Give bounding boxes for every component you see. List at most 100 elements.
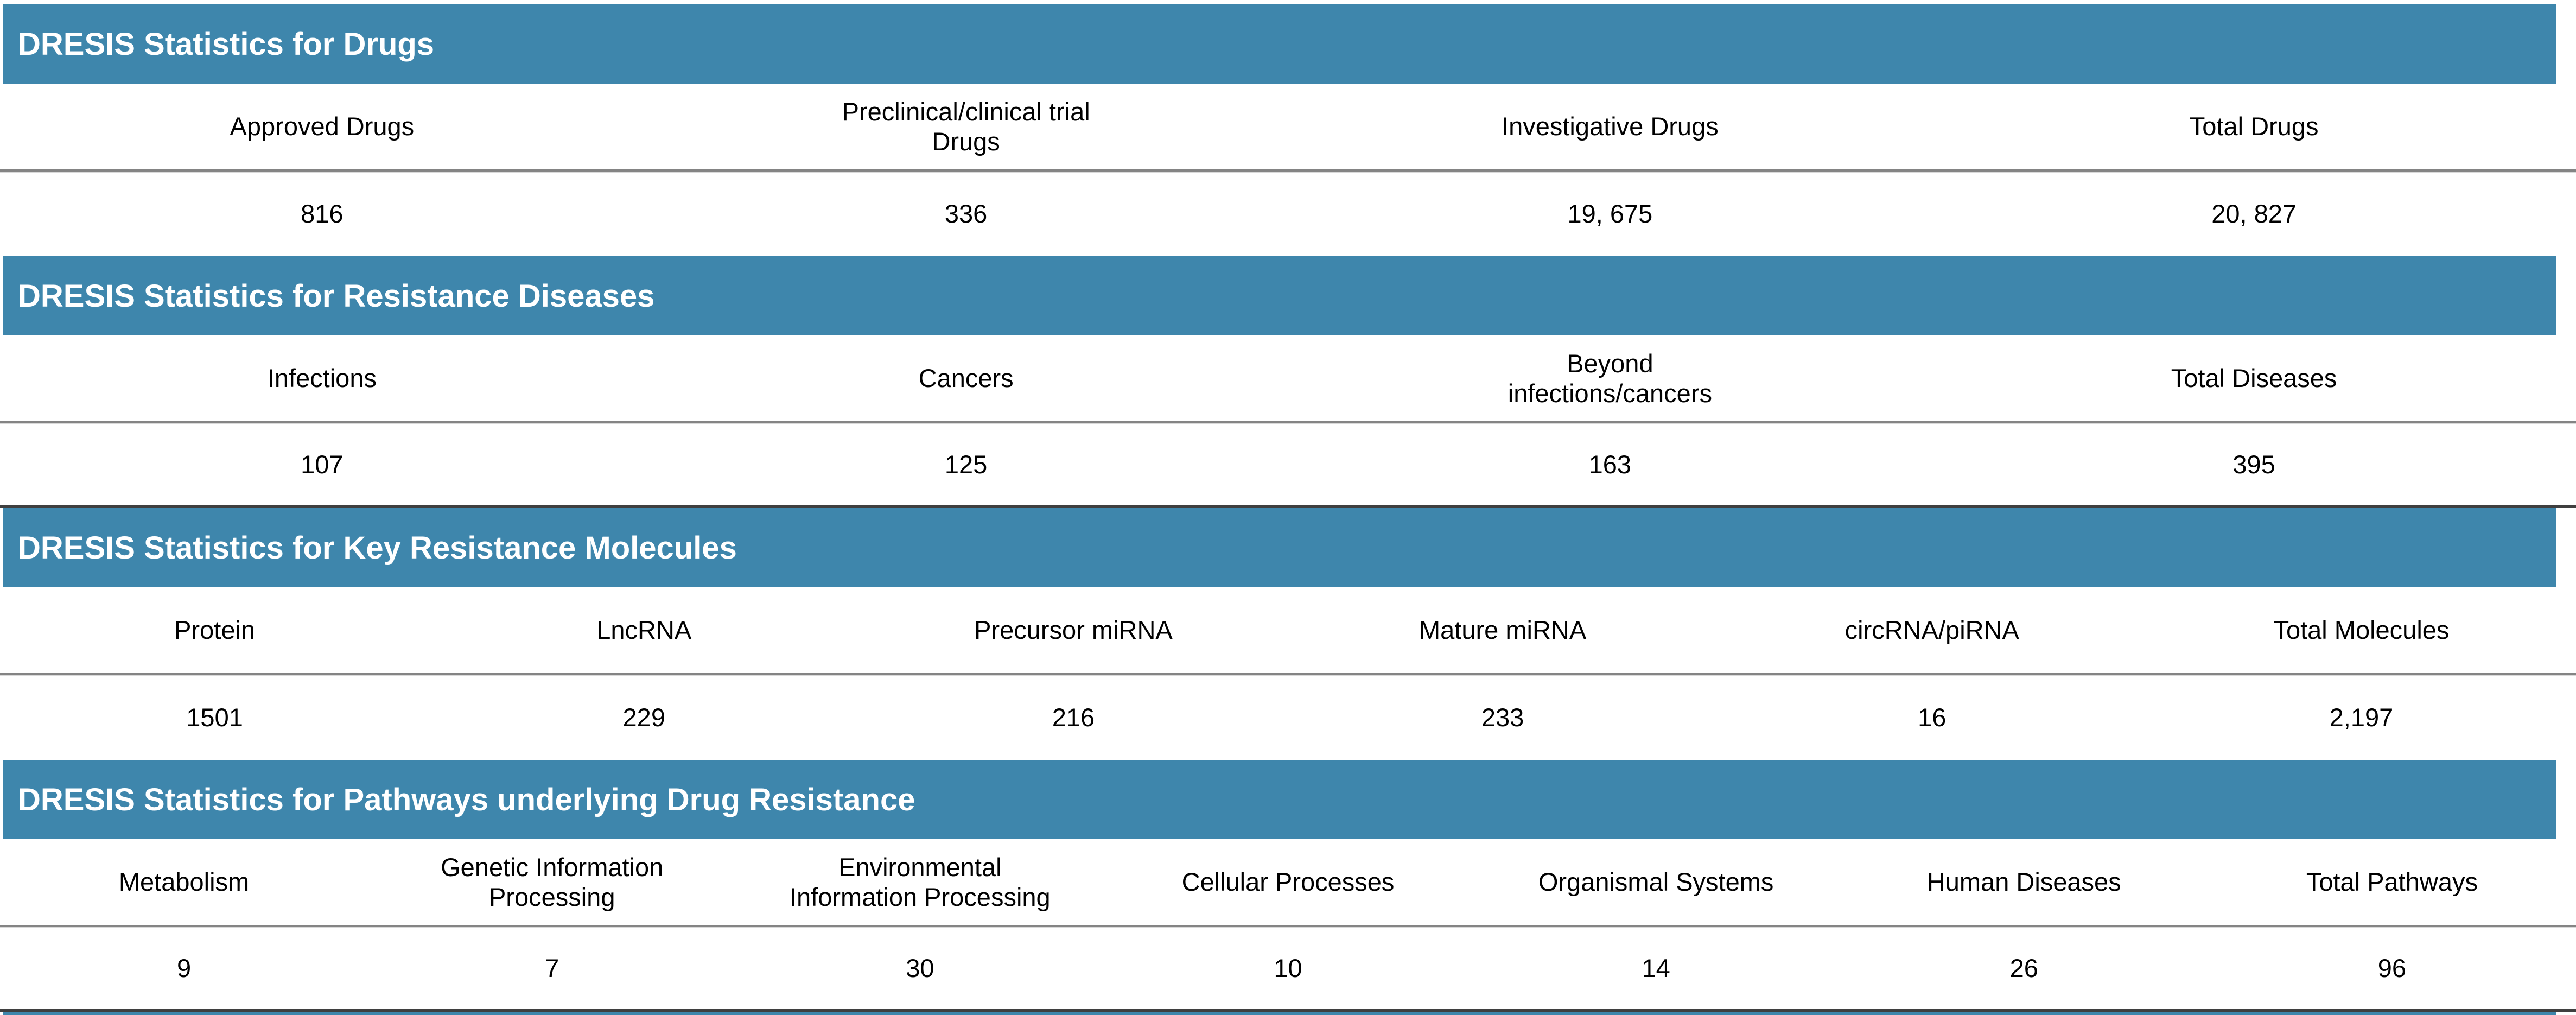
column-header-label: Cancers [918, 364, 1014, 393]
column-header: Protein [0, 615, 429, 645]
stat-value-label: 816 [301, 199, 344, 229]
column-header-label: Total Diseases [2171, 364, 2337, 393]
stat-value-label: 395 [2232, 449, 2275, 479]
stat-value-label: 20, 827 [2211, 199, 2297, 229]
stat-value: 233 [1288, 702, 1718, 732]
column-header: Total Molecules [2147, 615, 2576, 645]
column-header: Approved Drugs [0, 111, 644, 141]
stat-value-label: 1501 [186, 703, 243, 732]
column-header-label: Protein [174, 616, 256, 645]
column-header: Cancers [644, 363, 1288, 393]
statistics-table: DRESIS Statistics for Key Resistance Mol… [0, 508, 2576, 760]
stat-value: 216 [858, 702, 1288, 732]
stat-value-label: 7 [545, 953, 559, 982]
stat-value: 14 [1472, 953, 1840, 983]
column-header: Metabolism [0, 867, 368, 897]
stat-value-label: 163 [1588, 449, 1632, 479]
statistics-tables: DRESIS Statistics for Drugs Approved Dru… [0, 4, 2576, 1012]
statistics-table: DRESIS Statistics for Resistance Disease… [0, 256, 2576, 508]
section-title: DRESIS Statistics for Key Resistance Mol… [18, 530, 737, 566]
stat-value: 125 [644, 449, 1288, 479]
column-header-label: circRNA/piRNA [1844, 616, 2019, 645]
section-header-bar: DRESIS Statistics for Key Resistance Mol… [3, 508, 2556, 587]
column-header: Genetic Information Processing [368, 852, 736, 912]
column-header-label: Approved Drugs [230, 112, 415, 141]
stat-value: 20, 827 [1932, 199, 2576, 229]
stat-value-label: 336 [944, 199, 988, 229]
value-row: 107 125 163 395 [0, 423, 2576, 508]
column-header-label: Beyond infections/cancers [1508, 348, 1712, 408]
value-row: 816 336 19, 675 20, 827 [0, 172, 2576, 256]
stat-value-label: 9 [177, 953, 192, 982]
stat-value-label: 107 [301, 449, 344, 479]
column-header: Total Drugs [1932, 111, 2576, 141]
stat-value-label: 2,197 [2329, 703, 2394, 732]
stat-value-label: 14 [1642, 953, 1670, 982]
column-header: circRNA/piRNA [1718, 615, 2147, 645]
column-header-label: Human Diseases [1926, 867, 2121, 897]
column-header-label: Metabolism [118, 867, 250, 897]
column-header-label: LncRNA [596, 616, 692, 645]
column-header: Cellular Processes [1104, 867, 1472, 897]
statistics-table: DRESIS Statistics for Drugs Approved Dru… [0, 4, 2576, 256]
section-title: DRESIS Statistics for Drugs [18, 26, 435, 62]
stat-value: 9 [0, 953, 368, 983]
stat-value: 26 [1840, 953, 2208, 983]
stat-value: 336 [644, 199, 1288, 229]
column-header: Total Pathways [2208, 867, 2576, 897]
stat-value-label: 125 [944, 449, 988, 479]
column-header: Infections [0, 363, 644, 393]
column-header-row: Protein LncRNA Precursor miRNA Mature miRNA… [0, 587, 2576, 675]
stat-value: 96 [2208, 953, 2576, 983]
column-header: Human Diseases [1840, 867, 2208, 897]
column-header-row: Approved Drugs Preclinical/clinical trial… [0, 84, 2576, 172]
column-header-label: Total Drugs [2189, 112, 2319, 141]
stat-value: 7 [368, 953, 736, 983]
column-header: Precursor miRNA [858, 615, 1288, 645]
stat-value: 16 [1718, 702, 2147, 732]
column-header-label: Mature miRNA [1419, 616, 1587, 645]
stat-value: 1501 [0, 702, 429, 732]
column-header: Organismal Systems [1472, 867, 1840, 897]
column-header: Environmental Information Processing [736, 852, 1104, 912]
column-header-label: Environmental Information Processing [790, 852, 1051, 911]
column-header-label: Total Pathways [2306, 867, 2478, 897]
stat-value: 163 [1288, 449, 1932, 479]
stat-value: 395 [1932, 449, 2576, 479]
stat-value-label: 233 [1481, 703, 1524, 732]
stat-value-label: 19, 675 [1567, 199, 1653, 229]
stat-value-label: 216 [1052, 703, 1095, 732]
column-header-label: Total Molecules [2273, 616, 2450, 645]
stat-value: 10 [1104, 953, 1472, 983]
section-header-bar: DRESIS Statistics for Resistance Disease… [3, 256, 2556, 335]
section-header-bar: DRESIS Statistics for Drugs [3, 4, 2556, 84]
column-header-label: Organismal Systems [1538, 867, 1774, 897]
section-title: DRESIS Statistics for Pathways underlyin… [18, 782, 915, 817]
stat-value-label: 96 [2377, 953, 2407, 982]
column-header-label: Preclinical/clinical trial Drugs [842, 97, 1090, 156]
stat-value: 816 [0, 199, 644, 229]
column-header-label: Investigative Drugs [1502, 112, 1719, 141]
column-header-label: Genetic Information Processing [441, 852, 664, 911]
column-header-label: Infections [267, 364, 377, 393]
stat-value-label: 10 [1274, 953, 1302, 982]
stat-value: 2,197 [2147, 702, 2576, 732]
column-header: Total Diseases [1932, 363, 2576, 393]
value-row: 9 7 30 10 14 26 96 [0, 927, 2576, 1012]
section-header-bar: DRESIS Statistics for Pathways underlyin… [3, 760, 2556, 839]
stat-value-label: 16 [1918, 703, 1947, 732]
column-header: Beyond infections/cancers [1288, 348, 1932, 409]
column-header: Investigative Drugs [1288, 111, 1932, 141]
stat-value-label: 229 [622, 703, 665, 732]
statistics-table: DRESIS Statistics for Pathways underlyin… [0, 760, 2576, 1012]
stat-value-label: 30 [906, 953, 934, 982]
column-header-label: Precursor miRNA [974, 616, 1173, 645]
section-title: DRESIS Statistics for Resistance Disease… [18, 278, 655, 314]
stat-value: 30 [736, 953, 1104, 983]
column-header-label: Cellular Processes [1181, 867, 1395, 897]
column-header-row: Metabolism Genetic Information Processing… [0, 839, 2576, 927]
column-header: LncRNA [429, 615, 858, 645]
value-row: 1501 229 216 233 16 2,197 [0, 675, 2576, 760]
stat-value: 107 [0, 449, 644, 479]
